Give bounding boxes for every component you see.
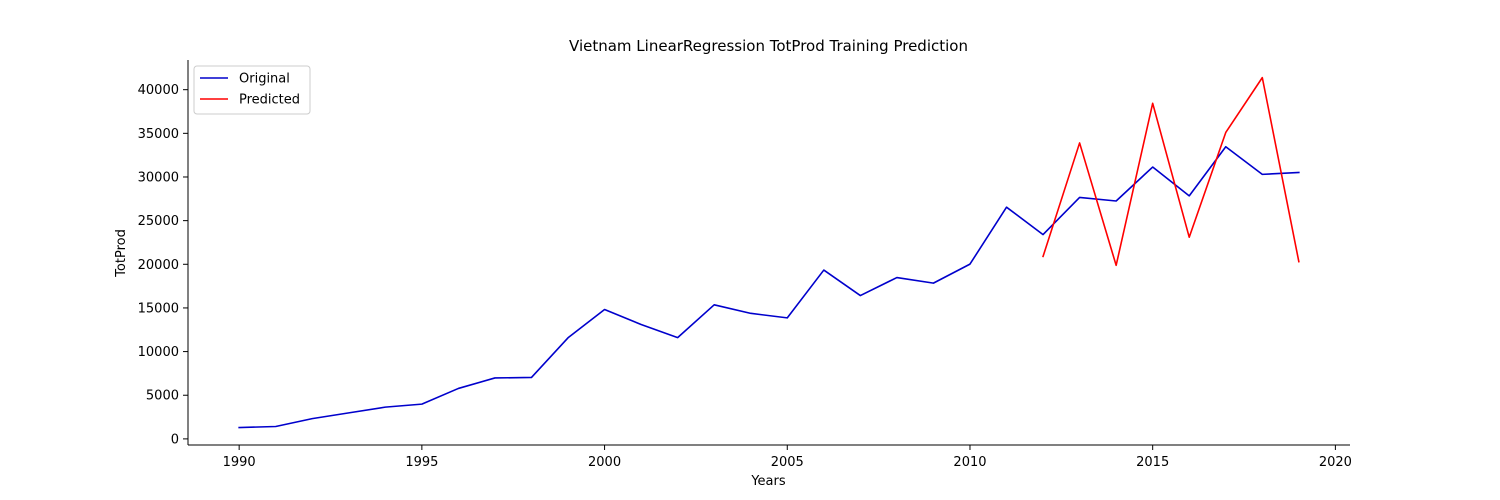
y-tick-label: 0 — [171, 432, 179, 447]
legend-label-original: Original — [239, 72, 290, 87]
x-tick-label: 2020 — [1319, 455, 1352, 470]
y-tick-label: 30000 — [138, 170, 179, 185]
y-tick-label: 10000 — [138, 345, 179, 360]
x-axis-title: Years — [750, 474, 786, 489]
series-line-predicted — [1042, 76, 1300, 267]
y-tick-label: 25000 — [138, 214, 179, 229]
x-tick-label: 2010 — [953, 455, 986, 470]
plot-area: 1990 1995 2000 2005 2010 2015 2020 0 5000 10000 15… — [138, 60, 1352, 470]
series-line-original — [238, 145, 1300, 429]
y-tick-label: 40000 — [138, 83, 179, 98]
y-tick-label: 35000 — [138, 127, 179, 142]
x-tick-label: 2000 — [588, 455, 621, 470]
x-tick-label: 1990 — [223, 455, 256, 470]
y-tick-label: 5000 — [146, 389, 179, 404]
y-tick-label: 15000 — [138, 301, 179, 316]
legend: Original Predicted — [193, 65, 311, 115]
x-tick-label: 2015 — [1136, 455, 1169, 470]
x-tick-label: 2005 — [771, 455, 804, 470]
legend-label-predicted: Predicted — [239, 93, 300, 108]
y-axis-title: TotProd — [114, 229, 129, 278]
x-tick-label: 1995 — [405, 455, 438, 470]
chart-title: Vietnam LinearRegression TotProd Trainin… — [569, 37, 968, 55]
y-tick-label: 20000 — [138, 258, 179, 273]
